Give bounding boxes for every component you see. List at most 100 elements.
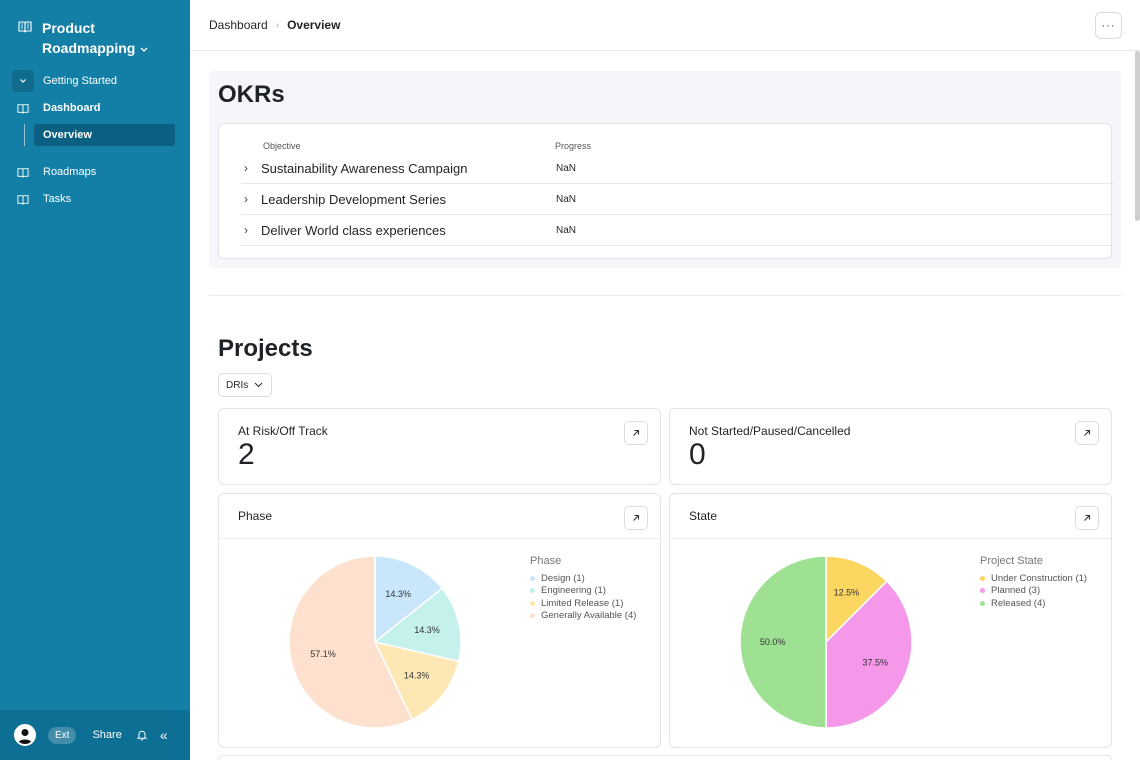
sidebar-item-label: Roadmaps — [43, 166, 97, 178]
legend-label: Limited Release (1) — [541, 597, 624, 609]
legend-item[interactable]: Released (4) — [980, 597, 1087, 610]
sidebar-item-label: Tasks — [43, 193, 72, 205]
legend-swatch — [980, 600, 985, 606]
expand-button[interactable] — [1075, 421, 1099, 445]
stat-card-label: At Risk/Off Track — [238, 424, 328, 438]
sidebar-item-dashboard[interactable]: Dashboard — [12, 97, 176, 119]
chevron-right-icon[interactable]: › — [244, 161, 248, 175]
expand-button[interactable] — [1075, 506, 1099, 530]
pie-slice[interactable] — [373, 587, 462, 663]
projects-heading: Projects — [218, 335, 313, 362]
sidebar-footer: Ext Share « — [0, 710, 190, 760]
dri-filter-dropdown[interactable]: DRIs — [218, 373, 273, 397]
legend-swatch — [530, 600, 535, 606]
legend-label: Design (1) — [541, 572, 585, 584]
pie-slice[interactable] — [825, 555, 888, 644]
next-card — [218, 755, 1112, 760]
okr-table: Objective Progress › Sustainability Awar… — [218, 123, 1113, 259]
legend-item[interactable]: Under Construction (1) — [980, 572, 1087, 585]
pie-slice-label: 14.3% — [414, 625, 440, 635]
legend-label: Generally Available (4) — [541, 610, 637, 622]
scrollbar[interactable] — [1135, 51, 1140, 221]
legend-title: Project State — [980, 555, 1043, 567]
pie-slice[interactable] — [374, 555, 444, 644]
column-header-progress: Progress — [555, 141, 592, 151]
chevron-right-icon[interactable]: › — [244, 223, 248, 237]
legend-swatch — [980, 575, 985, 581]
book-icon — [12, 161, 34, 183]
avatar[interactable] — [14, 724, 36, 746]
sidebar-item-roadmaps[interactable]: Roadmaps — [12, 161, 176, 183]
tree-line — [24, 124, 25, 146]
workspace-switcher[interactable]: Product Roadmapping — [18, 18, 150, 58]
sidebar-item-getting-started[interactable]: Getting Started — [12, 70, 176, 92]
more-options-button[interactable]: ··· — [1095, 12, 1122, 39]
legend-label: Engineering (1) — [541, 585, 606, 597]
pie-slice[interactable] — [825, 580, 913, 729]
sidebar-item-label: Getting Started — [43, 75, 117, 87]
stat-card-label: Not Started/Paused/Cancelled — [689, 424, 851, 438]
stat-card-value: 2 — [238, 438, 255, 471]
book-icon — [12, 188, 34, 210]
sidebar-item-label: Overview — [43, 129, 92, 141]
user-icon — [18, 729, 32, 744]
legend-title: Phase — [530, 555, 562, 567]
chevron-right-icon: › — [275, 19, 280, 31]
pie-slice-label: 14.3% — [404, 670, 430, 680]
dri-filter-label: DRIs — [226, 379, 249, 391]
breadcrumb-dashboard[interactable]: Dashboard — [209, 18, 268, 32]
objective-progress: NaN — [556, 224, 577, 236]
stat-card-not-started: Not Started/Paused/Cancelled 0 — [669, 408, 1112, 485]
legend-item[interactable]: Planned (3) — [980, 585, 1087, 598]
pie-slice[interactable] — [288, 555, 414, 729]
pie-slice-label: 12.5% — [834, 588, 860, 598]
objective-name: Deliver World class experiences — [261, 222, 446, 238]
chevron-down-icon — [140, 47, 148, 53]
share-button[interactable]: Share — [92, 729, 122, 741]
sidebar-item-tasks[interactable]: Tasks — [12, 188, 176, 210]
divider — [219, 538, 660, 539]
okr-heading: OKRs — [218, 81, 285, 108]
legend-item[interactable]: Engineering (1) — [530, 585, 636, 598]
expand-button[interactable] — [624, 421, 648, 445]
arrow-up-right-icon — [1084, 514, 1091, 521]
stat-card-value: 0 — [689, 438, 706, 471]
legend-swatch — [530, 613, 535, 619]
objective-progress: NaN — [556, 193, 577, 205]
pie-slice[interactable] — [739, 555, 827, 729]
chart-legend: Phase Design (1) Engineering (1) Limited Re… — [530, 555, 636, 622]
expand-button[interactable] — [624, 506, 648, 530]
more-icon: ··· — [1101, 19, 1116, 32]
pie-slice[interactable] — [373, 640, 460, 721]
workspace-name-line2: Roadmapping — [42, 40, 136, 56]
stat-card-at-risk: At Risk/Off Track 2 — [218, 408, 661, 485]
breadcrumb-current: Overview — [287, 18, 341, 32]
table-row[interactable]: › Leadership Development Series NaN — [241, 184, 1113, 215]
table-row[interactable]: › Deliver World class experiences NaN — [241, 215, 1113, 246]
chart-title: Phase — [238, 509, 273, 523]
top-bar: Dashboard › Overview ··· — [190, 0, 1140, 51]
column-header-objective: Objective — [263, 141, 301, 151]
breadcrumb: Dashboard › Overview — [209, 18, 340, 32]
chart-title: State — [689, 509, 718, 523]
chart-card-phase: Phase 14.3% 14.3% 14.3% 57.1% Phase Design (… — [218, 493, 661, 748]
chevron-right-icon[interactable]: › — [244, 192, 248, 206]
ext-badge[interactable]: Ext — [48, 726, 77, 744]
arrow-up-right-icon — [1084, 429, 1091, 436]
bell-icon[interactable] — [136, 729, 148, 741]
objective-name: Sustainability Awareness Campaign — [261, 160, 468, 176]
legend-item[interactable]: Generally Available (4) — [530, 610, 636, 623]
legend-swatch — [530, 575, 535, 581]
legend-item[interactable]: Design (1) — [530, 572, 636, 585]
legend-swatch — [530, 588, 535, 594]
state-pie-chart: 12.5% 37.5% 50.0% — [739, 555, 913, 729]
collapse-sidebar-icon[interactable]: « — [159, 727, 168, 743]
section-divider — [209, 295, 1121, 296]
pie-slice-label: 37.5% — [863, 657, 889, 667]
sidebar-item-overview[interactable]: Overview — [34, 124, 175, 146]
pie-slice-label: 57.1% — [310, 649, 336, 659]
table-row[interactable]: › Sustainability Awareness Campaign NaN — [241, 153, 1113, 184]
legend-item[interactable]: Limited Release (1) — [530, 597, 636, 610]
objective-name: Leadership Development Series — [261, 191, 446, 207]
chevron-down-icon — [12, 70, 34, 92]
